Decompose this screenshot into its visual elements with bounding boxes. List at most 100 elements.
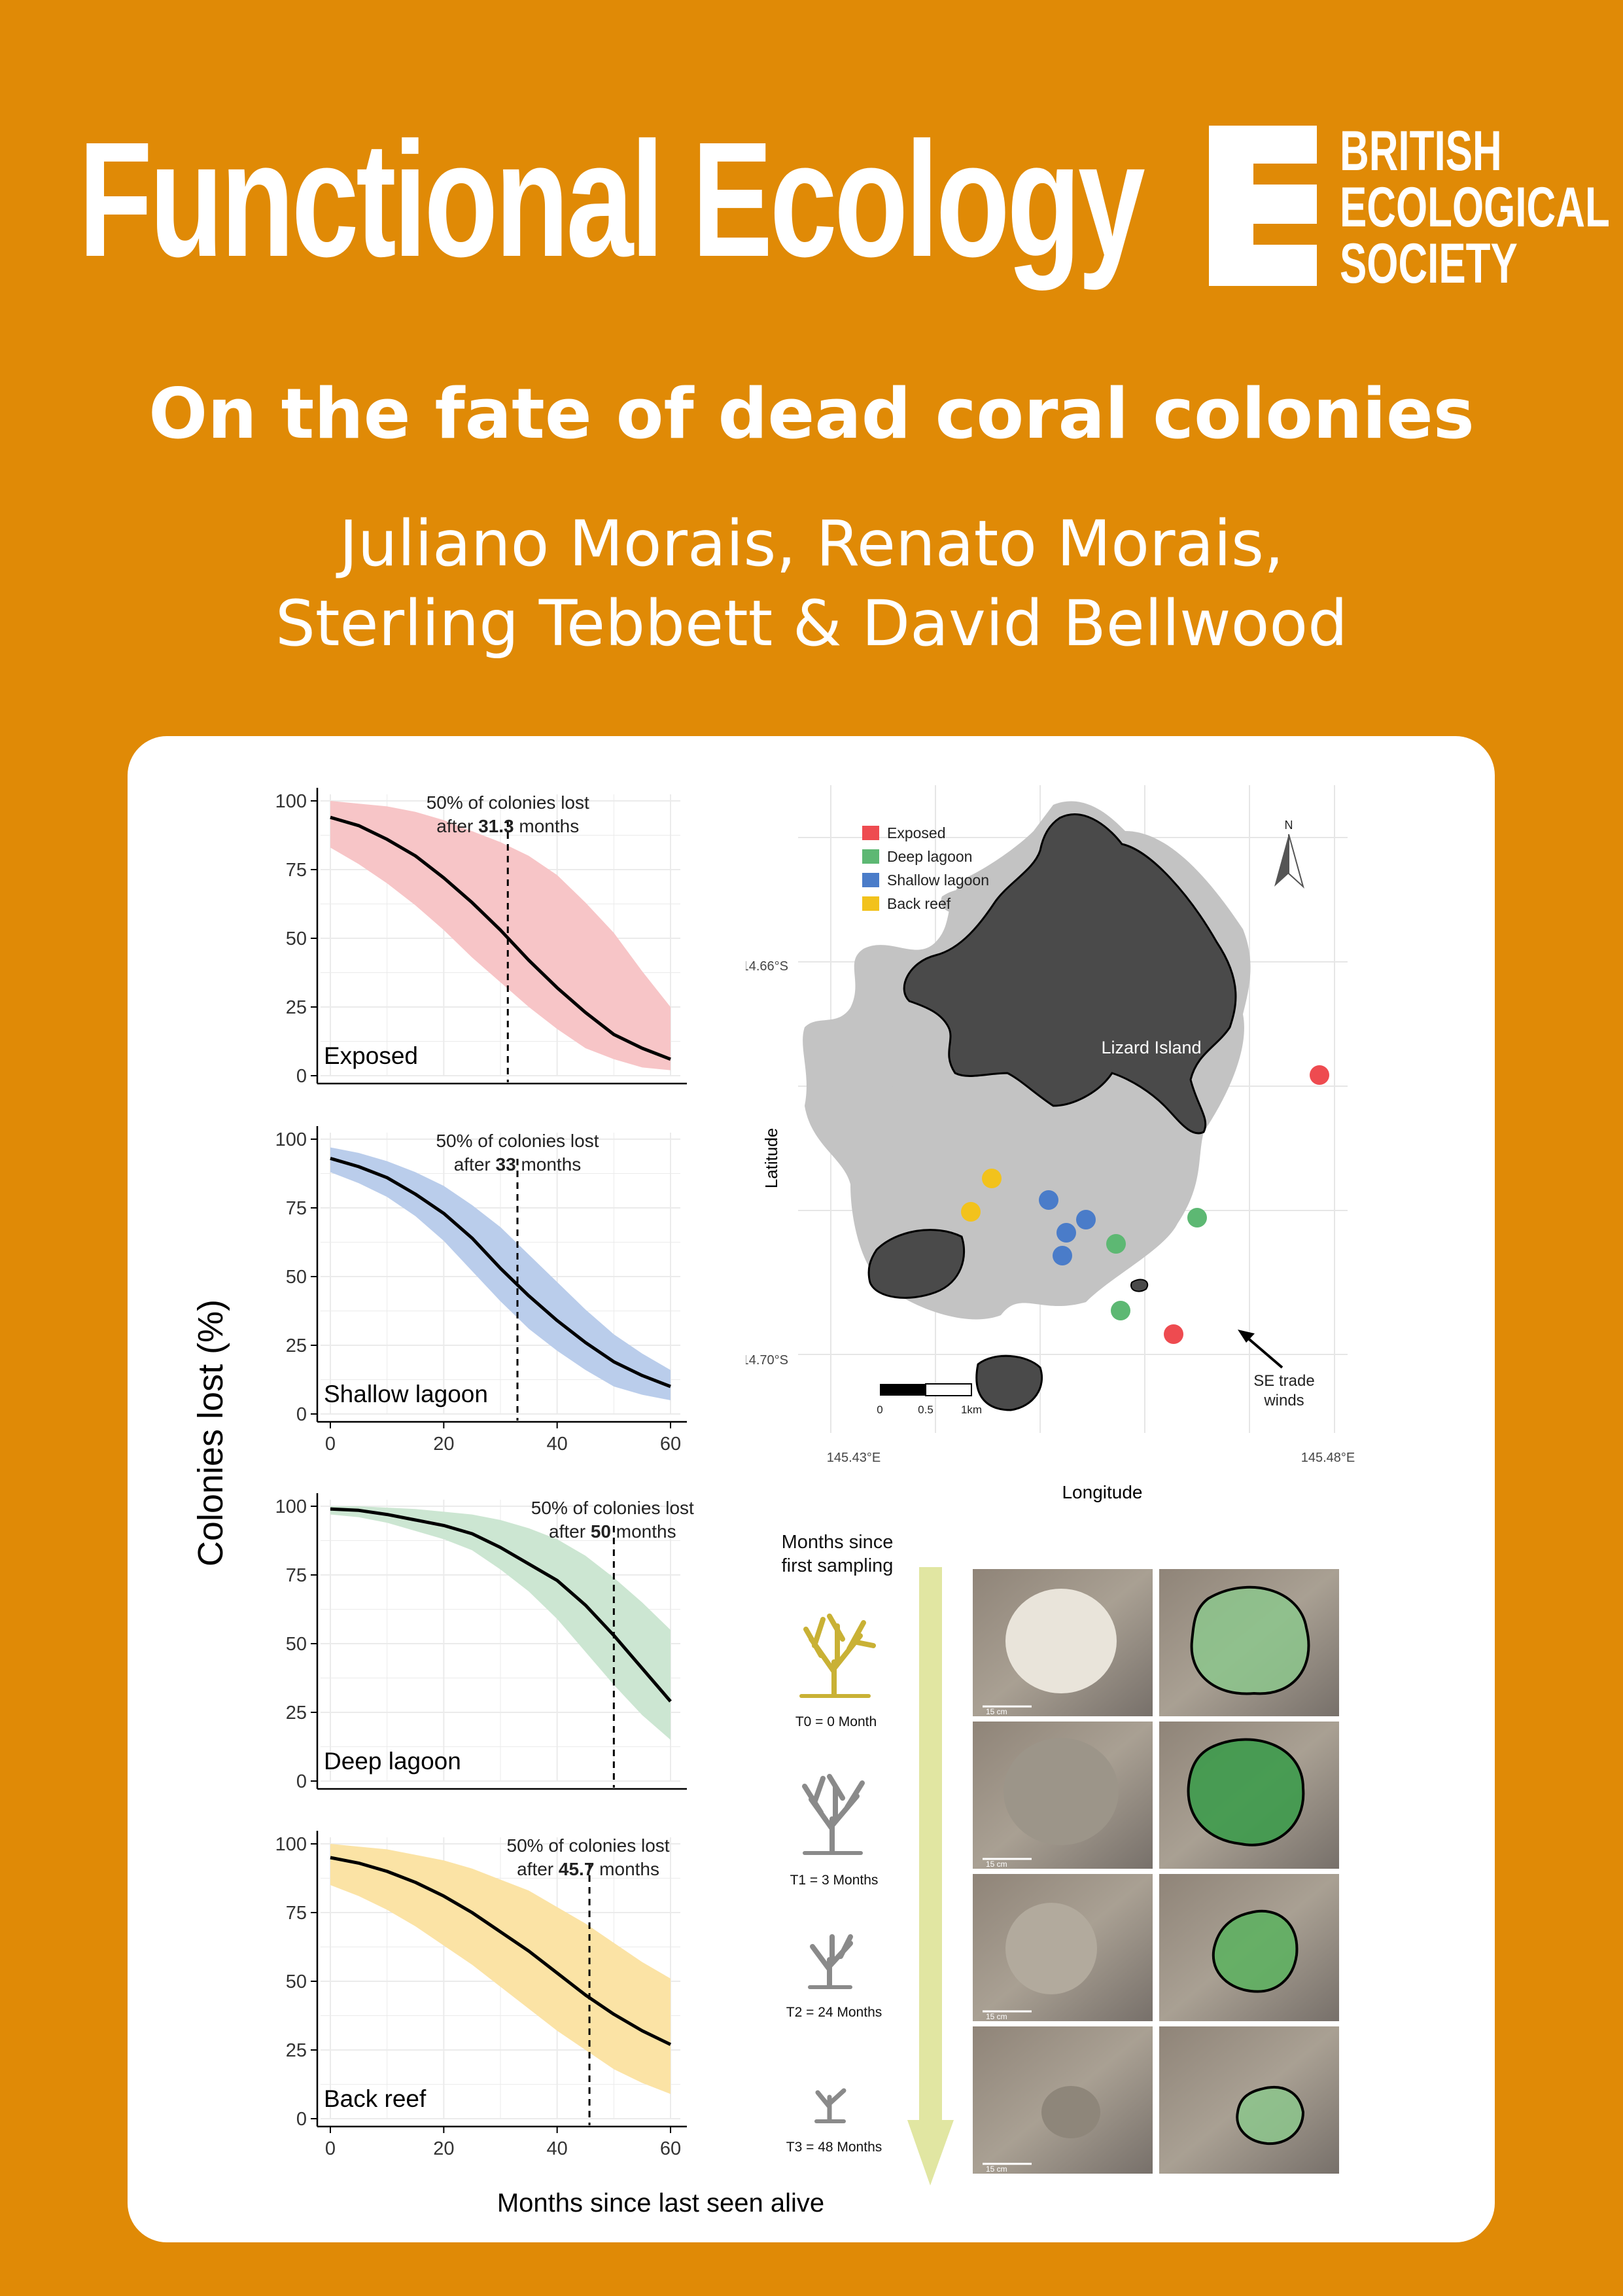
colony-photos: 15 cm 15 cm 15 cm 15 cm	[973, 1569, 1339, 2174]
photo-row-2: 15 cm	[973, 1874, 1339, 2021]
site-back-reef-2	[961, 1202, 981, 1222]
panel-4-ytick-label: 25	[286, 2040, 307, 2061]
panel-2-ytick-label: 100	[275, 1129, 307, 1150]
colony-photo-t1	[1003, 1738, 1119, 1845]
scale-label-2: 15 cm	[986, 2012, 1007, 2021]
site-deep-lagoon-3	[1111, 1301, 1130, 1320]
lizard-island-shape	[903, 813, 1237, 1135]
journal-title: Functional Ecology	[79, 108, 1145, 291]
panel-3-ytick-label: 25	[286, 1703, 307, 1723]
wind-label-line1: SE trade	[1253, 1372, 1314, 1390]
colony-photo-t3	[1041, 2086, 1100, 2138]
panel-3-ytick-label: 100	[275, 1496, 307, 1517]
south-island-shape	[867, 1229, 966, 1299]
stage-0-label: T0 = 0 Month	[795, 1714, 877, 1729]
site-exposed-2	[1164, 1324, 1183, 1344]
timeline-arrow	[907, 1567, 954, 2185]
map-legend: Exposed Deep lagoon Shallow lagoon Back …	[862, 824, 989, 912]
authors: Juliano Morais, Renato Morais, Sterling …	[0, 504, 1623, 663]
society-name: BRITISH ECOLOGICAL SOCIETY	[1340, 123, 1610, 292]
x-axis-label: Months since last seen alive	[497, 2189, 824, 2217]
panel-4-annotation-line2: after 45.7 months	[517, 1859, 659, 1879]
stage-3-label: T3 = 48 Months	[786, 2140, 882, 2155]
panel-3-ytick-label: 50	[286, 1634, 307, 1655]
bird-islet-shape	[975, 1354, 1043, 1411]
svg-text:1km: 1km	[961, 1404, 982, 1416]
stage-1-label: T1 = 3 Months	[790, 1873, 879, 1888]
panel-2-xtick-label: 0	[325, 1434, 336, 1455]
panel-2-xtick-label: 20	[433, 1434, 454, 1455]
panel-2-annotation-line1: 50% of colonies lost	[436, 1131, 599, 1151]
authors-line-1: Juliano Morais, Renato Morais,	[339, 507, 1284, 580]
panel-4-curve	[330, 1856, 672, 2046]
colony-photo-t2	[1005, 1903, 1097, 1994]
panel-2-ytick-label: 50	[286, 1267, 307, 1288]
site-deep-lagoon-2	[1106, 1234, 1126, 1254]
site-back-reef-1	[982, 1169, 1002, 1188]
society-line-2: ECOLOGICAL	[1340, 176, 1610, 239]
panel-2-ytick-label: 0	[296, 1404, 307, 1425]
panel-4-ytick-label: 50	[286, 1971, 307, 1992]
society-line-1: BRITISH	[1340, 120, 1502, 183]
svg-text:N: N	[1285, 819, 1293, 832]
decay-timeline: Months since first sampling T0 = 0 Month…	[782, 1532, 954, 2185]
coral-eroding-icon	[808, 1934, 853, 1989]
panel-3-ytick-label: 0	[296, 1771, 307, 1792]
panel-4-xtick-label: 40	[547, 2138, 568, 2159]
bes-logo-icon	[1209, 126, 1317, 286]
panel-1-ytick-label: 100	[275, 791, 307, 812]
photo-row-3: 15 cm	[973, 2026, 1339, 2174]
article-title: On the fate of dead coral colonies	[148, 374, 1475, 454]
panel-2-label: Shallow lagoon	[324, 1381, 488, 1407]
colony-outline-t2	[1212, 1909, 1299, 1993]
site-shallow-lagoon-4	[1053, 1246, 1072, 1265]
lizard-island-map: Lizard Island Exposed Deep lagoon Shallo…	[746, 785, 1355, 1502]
site-deep-lagoon-1	[1187, 1208, 1207, 1227]
photo-row-1: 15 cm	[973, 1722, 1339, 1869]
north-arrow-icon: N	[1274, 819, 1304, 889]
wind-label-line2: winds	[1263, 1392, 1304, 1409]
lon-tick-2: 145.48°E	[1301, 1451, 1355, 1465]
panel-4-xtick-label: 0	[325, 2138, 336, 2159]
panel-1-ytick-label: 75	[286, 860, 307, 881]
panel-4-ytick-label: 75	[286, 1903, 307, 1924]
photo-row-0: 15 cm	[973, 1569, 1339, 1716]
scale-label-0: 15 cm	[986, 1707, 1007, 1716]
legend-deep-lagoon: Deep lagoon	[887, 848, 972, 865]
wind-arrow-icon	[1238, 1330, 1283, 1369]
lat-tick-1: 14.66°S	[746, 959, 788, 974]
panel-2-xtick-label: 40	[547, 1434, 568, 1455]
panel-4-ytick-label: 0	[296, 2109, 307, 2130]
panel-3-annotation-line1: 50% of colonies lost	[531, 1498, 694, 1518]
colony-outline-t3	[1236, 2085, 1305, 2146]
authors-line-2: Sterling Tebbett & David Bellwood	[275, 587, 1348, 660]
panel-2-curve	[330, 1156, 671, 1388]
coral-healthy-icon	[799, 1614, 876, 1698]
legend-shallow-lagoon: Shallow lagoon	[887, 872, 989, 889]
panel-1-annotation-line2: after 31.3 months	[436, 816, 579, 836]
site-exposed-1	[1310, 1065, 1329, 1085]
panel-1-annotation-line1: 50% of colonies lost	[427, 792, 589, 813]
study-sites	[961, 1065, 1329, 1344]
panel-3-annotation-line2: after 50 months	[549, 1521, 676, 1542]
panel-3-ytick-label: 75	[286, 1565, 307, 1586]
scale-label-1: 15 cm	[986, 1860, 1007, 1869]
map-x-label: Longitude	[1062, 1482, 1142, 1502]
scale-bar: 0 0.5 1km	[877, 1383, 982, 1416]
panel-1-ytick-label: 25	[286, 997, 307, 1018]
y-axis-label: Colonies lost (%)	[191, 1299, 230, 1566]
lat-tick-2: 14.70°S	[746, 1353, 788, 1368]
stage-2-label: T2 = 24 Months	[786, 2005, 882, 2020]
site-shallow-lagoon-3	[1056, 1223, 1076, 1243]
scale-label-3: 15 cm	[986, 2164, 1007, 2174]
svg-text:0.5: 0.5	[918, 1404, 934, 1416]
lon-tick-1: 145.43°E	[827, 1451, 881, 1465]
panel-2-ytick-label: 25	[286, 1335, 307, 1356]
panel-4-ribbon	[330, 1844, 671, 2094]
panel-4-annotation-line1: 50% of colonies lost	[507, 1835, 670, 1856]
panel-2-xtick-label: 60	[660, 1434, 681, 1455]
panel-3-label: Deep lagoon	[324, 1748, 461, 1775]
coral-remnant-icon	[814, 2088, 846, 2123]
panel-2-ytick-label: 75	[286, 1198, 307, 1219]
panel-1-ribbon	[330, 801, 671, 1070]
